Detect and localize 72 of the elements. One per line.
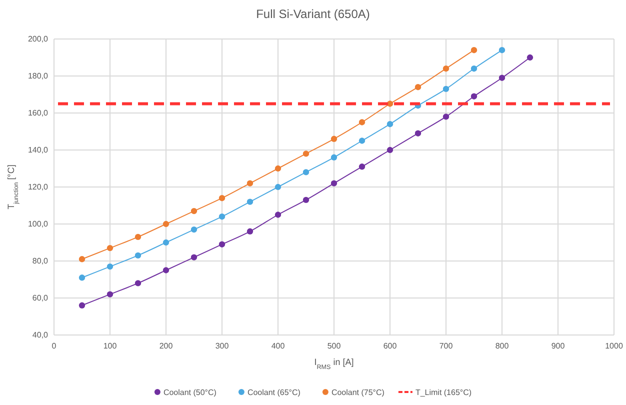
- point: [442, 86, 450, 92]
- x-tick-label: 400: [271, 342, 286, 351]
- y-tick-label: 60,0: [32, 294, 49, 303]
- point: [470, 47, 478, 54]
- point: [302, 169, 310, 176]
- point: [78, 274, 86, 281]
- point: [106, 291, 114, 298]
- x-tick-label: 600: [383, 342, 398, 351]
- y-tick-label: 200,0: [28, 34, 49, 44]
- point: [78, 256, 86, 262]
- point: [274, 212, 282, 218]
- point: [330, 154, 338, 160]
- legend-label: Coolant (65°C): [247, 388, 301, 397]
- point: [470, 66, 478, 72]
- x-tick-label: 800: [495, 342, 510, 351]
- point: [330, 180, 338, 186]
- point: [330, 136, 338, 142]
- point: [134, 252, 142, 259]
- x-tick-label: 900: [551, 342, 566, 351]
- point: [134, 234, 142, 240]
- point: [414, 84, 422, 90]
- y-tick-label: 140,0: [28, 146, 49, 155]
- point: [358, 138, 366, 144]
- point: [78, 302, 86, 308]
- point: [190, 254, 198, 260]
- x-axis-title: I$_{RMS}$ in [A]: [314, 357, 354, 370]
- point: [246, 180, 254, 186]
- point: [414, 130, 422, 136]
- x-tick-label: 200: [159, 342, 174, 351]
- point: [190, 208, 198, 214]
- point: [498, 47, 506, 54]
- legend-label: Coolant (50°C): [163, 388, 217, 397]
- point: [218, 214, 226, 220]
- point: [274, 184, 282, 190]
- y-tick-label: 120,0: [28, 182, 49, 192]
- point: [162, 267, 170, 274]
- y-tick-label: 180,0: [28, 72, 49, 81]
- point: [106, 263, 114, 270]
- point: [526, 54, 534, 61]
- point: [302, 150, 310, 157]
- point: [106, 244, 114, 252]
- x-tick-label: 300: [215, 342, 230, 351]
- point: [386, 146, 394, 154]
- point: [190, 226, 198, 233]
- x-tick-label: 700: [439, 342, 454, 351]
- x-tick-label: 0: [52, 342, 57, 351]
- y-tick-label: 100,0: [28, 220, 49, 229]
- point: [386, 121, 394, 128]
- y-tick-label: 40,0: [32, 330, 49, 340]
- point: [246, 228, 254, 234]
- x-tick-label: 100: [103, 342, 118, 351]
- point: [442, 114, 450, 120]
- point: [470, 93, 478, 100]
- point: [274, 165, 282, 172]
- point: [246, 198, 254, 205]
- point: [218, 241, 226, 248]
- y-tick-label: 80,0: [32, 256, 49, 266]
- legend-label: Coolant (75°C): [331, 388, 385, 397]
- point: [498, 74, 506, 81]
- point: [442, 66, 450, 72]
- point: [302, 196, 310, 204]
- point: [358, 164, 366, 170]
- y-tick-label: 160,0: [28, 108, 49, 118]
- point: [218, 195, 226, 202]
- chart-title: Full Si-Variant (650A): [256, 7, 370, 21]
- x-tick-label: 1000: [605, 342, 624, 351]
- point: [134, 280, 142, 286]
- point: [358, 119, 366, 126]
- legend-label: T_Limit (165°C): [415, 388, 472, 397]
- point: [162, 239, 170, 246]
- point: [162, 220, 170, 228]
- x-tick-label: 500: [327, 342, 342, 351]
